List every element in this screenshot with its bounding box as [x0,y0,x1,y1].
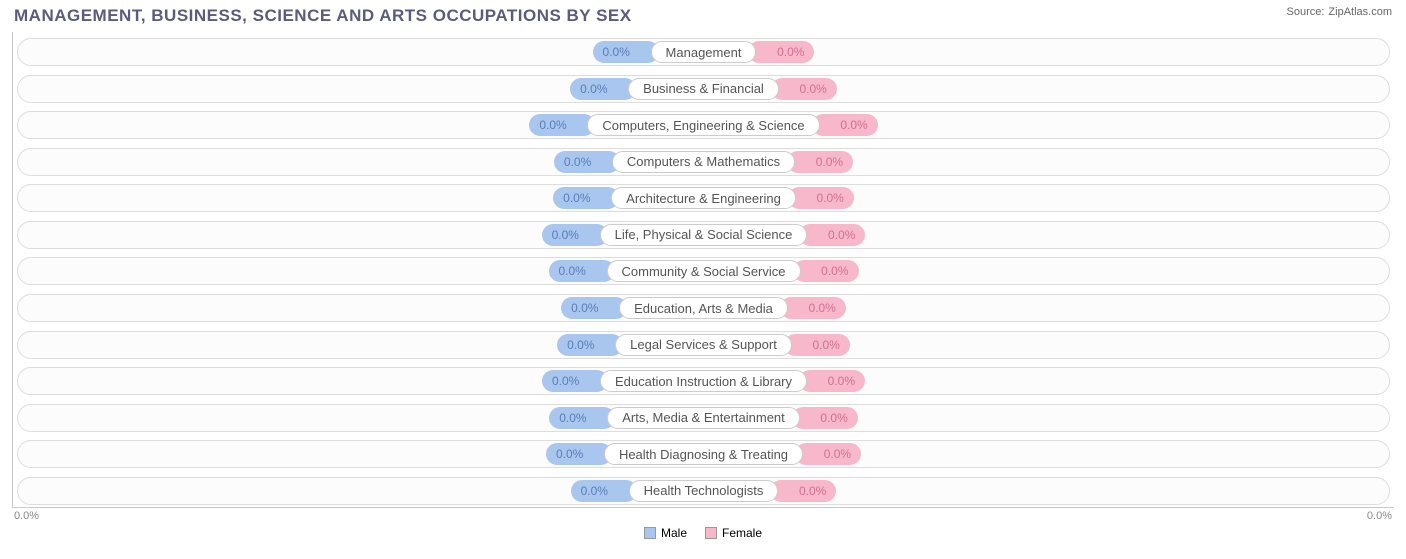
row-label: Architecture & Engineering [611,187,796,209]
female-bar: 0.0% [771,78,837,100]
row-center-group: 0.0%Computers, Engineering & Science0.0% [529,114,877,136]
male-bar: 0.0% [554,151,620,173]
row-label: Management [651,41,757,63]
chart-row: 0.0%Computers & Mathematics0.0% [17,148,1390,176]
legend-item-female: Female [705,526,762,540]
male-bar: 0.0% [553,187,619,209]
legend-swatch-female [705,527,717,539]
chart-row: 0.0%Health Technologists0.0% [17,477,1390,505]
female-bar: 0.0% [788,187,854,209]
legend-label-female: Female [722,526,762,540]
row-label: Computers, Engineering & Science [587,114,819,136]
row-label: Computers & Mathematics [612,151,795,173]
row-center-group: 0.0%Business & Financial0.0% [570,78,837,100]
chart-row: 0.0%Architecture & Engineering0.0% [17,184,1390,212]
source-attribution: Source: ZipAtlas.com [1287,6,1393,18]
male-bar: 0.0% [529,114,595,136]
female-bar: 0.0% [784,334,850,356]
male-bar: 0.0% [542,370,608,392]
row-label: Life, Physical & Social Science [600,224,808,246]
chart-row: 0.0%Education Instruction & Library0.0% [17,367,1390,395]
chart-area: 0.0%Management0.0%0.0%Business & Financi… [12,32,1394,508]
source-value: ZipAtlas.com [1328,6,1392,18]
chart-row: 0.0%Legal Services & Support0.0% [17,331,1390,359]
male-bar: 0.0% [561,297,627,319]
row-center-group: 0.0%Education Instruction & Library0.0% [542,370,865,392]
male-bar: 0.0% [546,443,612,465]
row-center-group: 0.0%Legal Services & Support0.0% [557,334,850,356]
chart-title: MANAGEMENT, BUSINESS, SCIENCE AND ARTS O… [14,6,632,26]
row-label: Health Diagnosing & Treating [604,443,803,465]
row-label: Health Technologists [629,480,779,502]
row-center-group: 0.0%Architecture & Engineering0.0% [553,187,854,209]
source-label: Source: [1287,6,1325,18]
row-center-group: 0.0%Health Diagnosing & Treating0.0% [546,443,861,465]
female-bar: 0.0% [793,260,859,282]
row-center-group: 0.0%Education, Arts & Media0.0% [561,297,846,319]
male-bar: 0.0% [571,480,637,502]
x-axis-labels: 0.0% 0.0% [0,508,1406,522]
row-label: Community & Social Service [607,260,801,282]
row-center-group: 0.0%Community & Social Service0.0% [549,260,859,282]
female-bar: 0.0% [770,480,836,502]
row-label: Education, Arts & Media [619,297,788,319]
row-center-group: 0.0%Computers & Mathematics0.0% [554,151,853,173]
male-bar: 0.0% [542,224,608,246]
male-bar: 0.0% [570,78,636,100]
legend-swatch-male [644,527,656,539]
female-bar: 0.0% [748,41,814,63]
chart-row: 0.0%Community & Social Service0.0% [17,257,1390,285]
chart-row: 0.0%Arts, Media & Entertainment0.0% [17,404,1390,432]
legend-label-male: Male [661,526,687,540]
legend-item-male: Male [644,526,687,540]
header-row: MANAGEMENT, BUSINESS, SCIENCE AND ARTS O… [0,0,1406,28]
legend: Male Female [0,526,1406,540]
row-label: Arts, Media & Entertainment [607,407,800,429]
male-bar: 0.0% [549,407,615,429]
male-bar: 0.0% [593,41,659,63]
chart-row: 0.0%Business & Financial0.0% [17,75,1390,103]
female-bar: 0.0% [795,443,861,465]
axis-left-label: 0.0% [14,510,39,522]
chart-row: 0.0%Life, Physical & Social Science0.0% [17,221,1390,249]
row-label: Business & Financial [628,78,779,100]
chart-row: 0.0%Management0.0% [17,38,1390,66]
female-bar: 0.0% [799,370,865,392]
female-bar: 0.0% [812,114,878,136]
male-bar: 0.0% [557,334,623,356]
row-center-group: 0.0%Management0.0% [593,41,815,63]
female-bar: 0.0% [799,224,865,246]
row-center-group: 0.0%Arts, Media & Entertainment0.0% [549,407,858,429]
axis-right-label: 0.0% [1367,510,1392,522]
female-bar: 0.0% [787,151,853,173]
row-label: Legal Services & Support [615,334,792,356]
female-bar: 0.0% [792,407,858,429]
male-bar: 0.0% [549,260,615,282]
row-center-group: 0.0%Life, Physical & Social Science0.0% [542,224,866,246]
chart-row: 0.0%Health Diagnosing & Treating0.0% [17,440,1390,468]
row-center-group: 0.0%Health Technologists0.0% [571,480,837,502]
female-bar: 0.0% [780,297,846,319]
chart-row: 0.0%Computers, Engineering & Science0.0% [17,111,1390,139]
chart-row: 0.0%Education, Arts & Media0.0% [17,294,1390,322]
row-label: Education Instruction & Library [600,370,807,392]
